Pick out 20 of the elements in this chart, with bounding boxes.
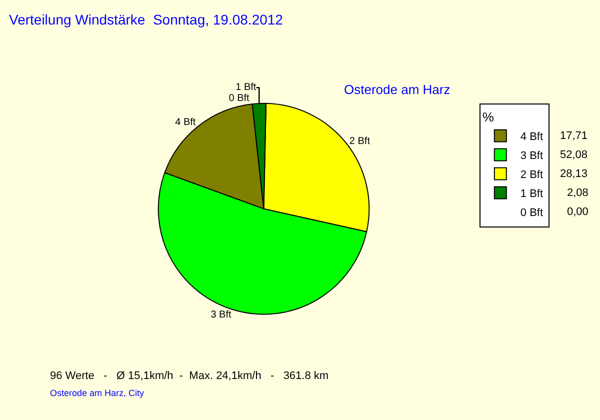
data-label: 2,08: [567, 187, 588, 199]
chart-title: Verteilung Windstärke Sonntag, 19.08.2012: [9, 12, 284, 28]
slice-label: 2 Bft: [349, 136, 370, 148]
legend-label: 3 Bft: [520, 150, 544, 162]
legend-label: 1 Bft: [520, 188, 544, 200]
category-label: 0 Bft: [228, 93, 250, 104]
text: 0,00: [567, 206, 588, 218]
category-label: 0 Bft: [520, 207, 544, 220]
data-label: 52,08: [560, 149, 588, 161]
legend-title: %: [482, 109, 494, 124]
data-label: 28,13: [560, 168, 588, 180]
legend-label: 2 Bft: [520, 169, 544, 182]
legend-label: 4 Bft: [520, 131, 544, 144]
text: 96 Werte - Ø 15,1km/h - Max. 24,1km/h - 361.8 km: [50, 370, 329, 382]
text: Osterode am Harz, City: [50, 388, 145, 398]
chart-subtitle: Osterode am Harz: [344, 82, 450, 97]
data-label: 17,71: [560, 130, 588, 142]
slice-label: 1 Bft: [236, 82, 256, 94]
slice-label: 4 Bft: [175, 116, 196, 128]
slice-label: 3 Bft: [210, 310, 232, 321]
